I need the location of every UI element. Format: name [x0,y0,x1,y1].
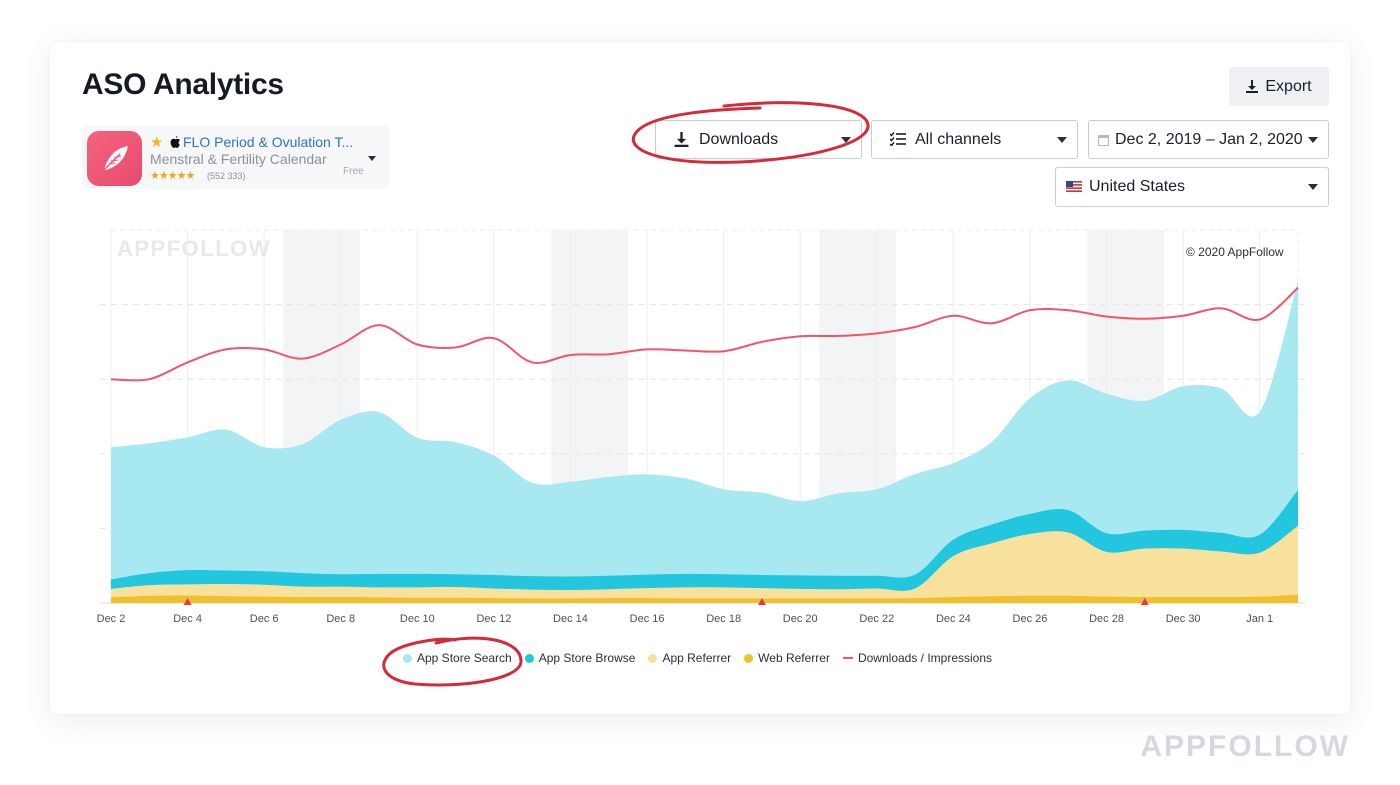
legend-marker [648,653,658,663]
legend-item-downloads-impressions[interactable]: Downloads / Impressions [842,651,993,665]
x-tick-label: Dec 22 [859,613,895,625]
legend-item-web-referrer[interactable]: Web Referrer [744,651,830,665]
x-tick-label: Dec 26 [1012,613,1048,625]
app-rating-stars: ★★★★★ [150,170,195,182]
app-subtitle: Menstral & Fertility Calendar [150,151,327,167]
list-check-icon [890,132,906,146]
x-tick-label: Dec 18 [706,613,742,625]
x-tick-label: Dec 8 [326,613,356,625]
date-range-label: Dec 2, 2019 – Jan 2, 2020 [1115,130,1303,148]
channels-label: All channels [915,130,1002,148]
legend-label: Web Referrer [758,651,830,665]
x-tick-label: Dec 24 [935,613,971,625]
x-tick-label: Dec 10 [399,613,435,625]
x-tick-label: Dec 2 [96,613,126,625]
chevron-down-icon [368,156,376,161]
x-tick-label: Dec 6 [249,613,279,625]
x-tick-label: Dec 12 [476,613,512,625]
app-rating-count: (552 333) [207,171,246,181]
date-range-dropdown[interactable]: Dec 2, 2019 – Jan 2, 2020 [1088,120,1329,159]
x-tick-label: Dec 20 [782,613,818,625]
page-title: ASO Analytics [82,68,284,101]
x-tick-label: Dec 16 [629,613,665,625]
legend-label: App Referrer [662,651,732,665]
channels-dropdown[interactable]: All channels [871,120,1078,159]
chevron-down-icon [1308,137,1318,143]
legend-marker [403,653,412,663]
app-name: FLO Period & Ovulation T... [183,134,354,150]
chevron-down-icon [841,137,851,143]
x-tick-label: Dec 28 [1089,613,1124,625]
export-label: Export [1265,77,1312,95]
us-flag-icon [1066,181,1082,192]
legend-marker [842,657,853,659]
x-tick-label: Dec 30 [1165,613,1201,625]
brand-watermark: APPFOLLOW [1140,730,1350,763]
legend-item-app-store-search[interactable]: App Store Search [403,651,512,665]
download-icon [674,132,689,147]
chevron-down-icon [1308,184,1318,190]
country-dropdown[interactable]: United States [1055,167,1329,207]
legend-marker [744,653,754,663]
country-label: United States [1089,178,1186,195]
chart-copyright: © 2020 AppFollow [1186,245,1284,259]
metric-dropdown[interactable]: Downloads [655,120,862,159]
legend-label: Downloads / Impressions [857,651,993,665]
legend-item-app-store-browse[interactable]: App Store Browse [524,651,636,665]
legend-item-app-referrer[interactable]: App Referrer [648,651,731,665]
legend-label: App Store Search [417,651,512,665]
chevron-down-icon [1057,137,1067,143]
legend-marker [524,653,534,663]
chart-watermark: APPFOLLOW [117,236,272,261]
export-button[interactable]: Export [1229,67,1329,106]
feather-icon [103,145,128,170]
x-tick-label: Jan 1 [1246,613,1274,625]
chart-legend: App Store Search App Store Browse App Re… [403,651,992,665]
star-icon[interactable]: ★ [150,134,164,151]
x-tick-label: Dec 4 [173,613,202,625]
app-price: Free [343,166,364,177]
app-selector[interactable]: ★ FLO Period & Ovulation T... Menstral &… [82,126,389,189]
app-icon [87,131,142,186]
download-icon [1246,80,1259,93]
calendar-icon [1098,135,1109,146]
apple-icon [170,135,180,148]
legend-label: App Store Browse [538,651,636,665]
metric-label: Downloads [699,130,779,148]
x-tick-label: Dec 14 [553,613,588,625]
